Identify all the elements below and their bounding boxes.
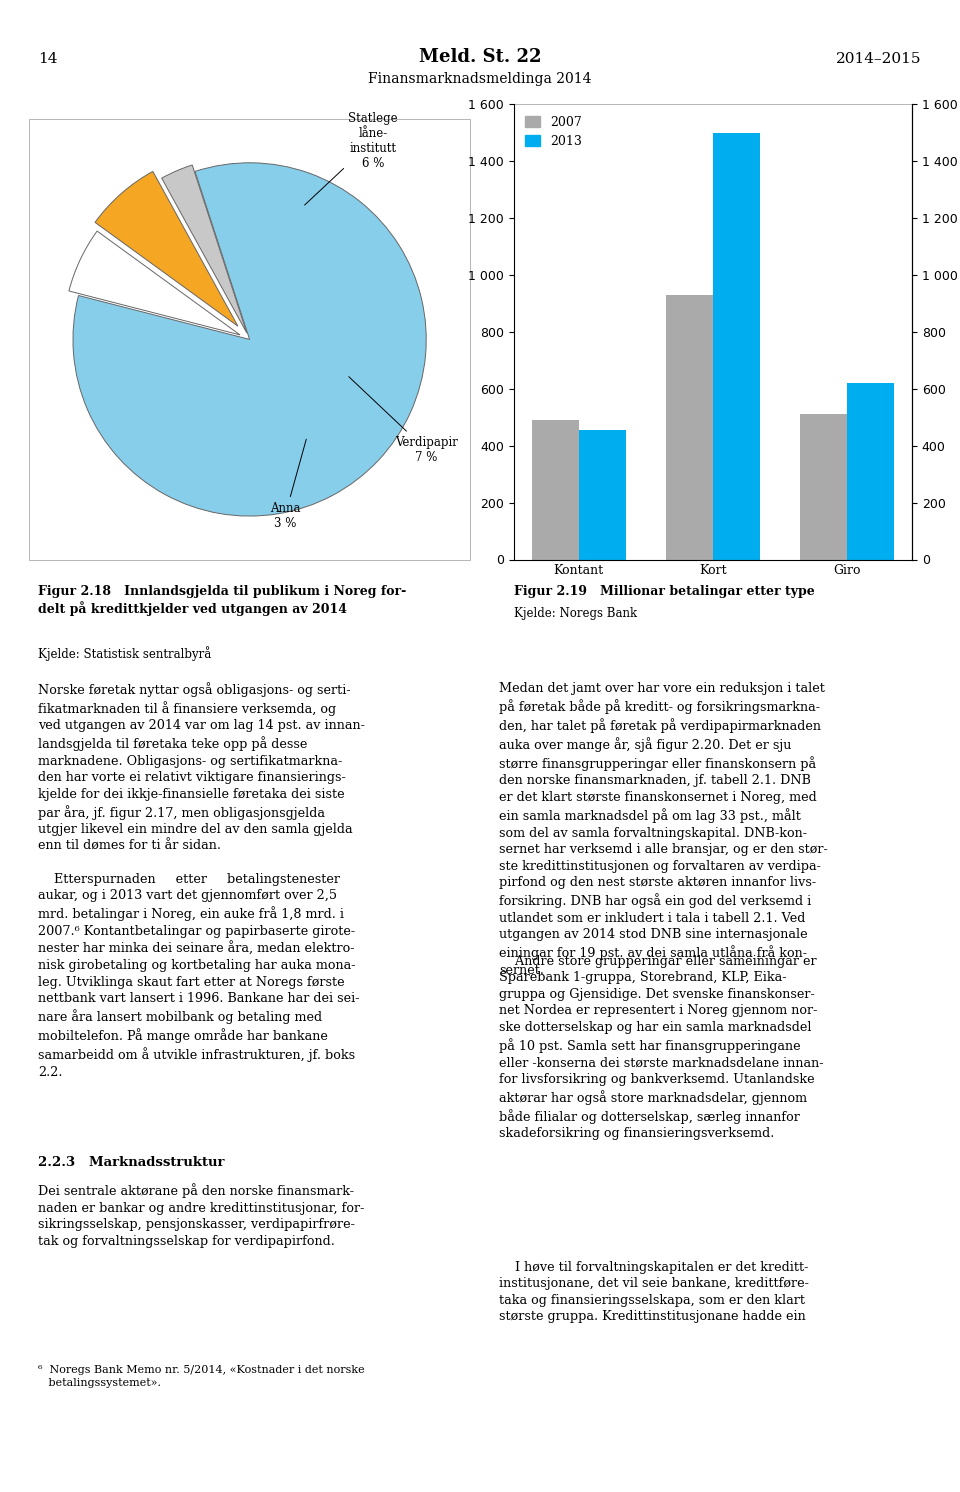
Text: 14: 14 <box>38 52 58 66</box>
Text: Kjelde: Statistisk sentralbyrå: Kjelde: Statistisk sentralbyrå <box>38 646 211 661</box>
Text: Statlege
låne-
institutt
6 %: Statlege låne- institutt 6 % <box>304 112 398 204</box>
Text: ⁶  Noregs Bank Memo nr. 5/2014, «Kostnader i det norske
   betalingssystemet».: ⁶ Noregs Bank Memo nr. 5/2014, «Kostnade… <box>38 1365 365 1388</box>
Text: Finansmarknadsmeldinga 2014: Finansmarknadsmeldinga 2014 <box>369 72 591 85</box>
Wedge shape <box>161 166 247 333</box>
Text: I høve til forvaltningskapitalen er det kreditt-
institusjonane, det vil seie ba: I høve til forvaltningskapitalen er det … <box>499 1261 809 1323</box>
Text: Etterspurnaden     etter     betalingstenester
aukar, og i 2013 vart det gjennom: Etterspurnaden etter betalingstenester a… <box>38 873 360 1079</box>
Bar <box>666 295 712 560</box>
Text: Figur 2.19   Millionar betalingar etter type: Figur 2.19 Millionar betalingar etter ty… <box>514 585 814 598</box>
Text: 2014–2015: 2014–2015 <box>836 52 922 66</box>
Bar <box>800 415 847 560</box>
Text: Figur 2.18   Innlandsgjelda til publikum i Noreg for-
delt på kredittkjelder ved: Figur 2.18 Innlandsgjelda til publikum i… <box>38 585 407 616</box>
Bar <box>532 421 579 560</box>
Bar <box>712 133 759 560</box>
Bar <box>579 430 626 560</box>
Text: Andre store grupperingar eller sameiningar er
Sparebank 1-gruppa, Storebrand, KL: Andre store grupperingar eller sameining… <box>499 955 824 1140</box>
Text: 2.2.3   Marknadsstruktur: 2.2.3 Marknadsstruktur <box>38 1156 225 1170</box>
Wedge shape <box>73 163 426 516</box>
Wedge shape <box>69 231 240 334</box>
Wedge shape <box>95 172 238 327</box>
Text: Meld. St. 22: Meld. St. 22 <box>419 48 541 66</box>
Text: Verdipapir
7 %: Verdipapir 7 % <box>348 376 458 464</box>
Text: Medan det jamt over har vore ein reduksjon i talet
på føretak både på kreditt- o: Medan det jamt over har vore ein reduksj… <box>499 682 828 977</box>
Text: Dei sentrale aktørane på den norske finansmark-
naden er bankar og andre kreditt: Dei sentrale aktørane på den norske fina… <box>38 1183 365 1247</box>
Legend: 2007, 2013: 2007, 2013 <box>520 110 587 154</box>
Text: Anna
3 %: Anna 3 % <box>270 439 306 530</box>
Text: Kjelde: Noregs Bank: Kjelde: Noregs Bank <box>514 607 636 621</box>
Bar <box>847 383 894 560</box>
Text: Norske føretak nyttar også obligasjons- og serti-
fikatmarknaden til å finansier: Norske føretak nyttar også obligasjons- … <box>38 682 365 853</box>
